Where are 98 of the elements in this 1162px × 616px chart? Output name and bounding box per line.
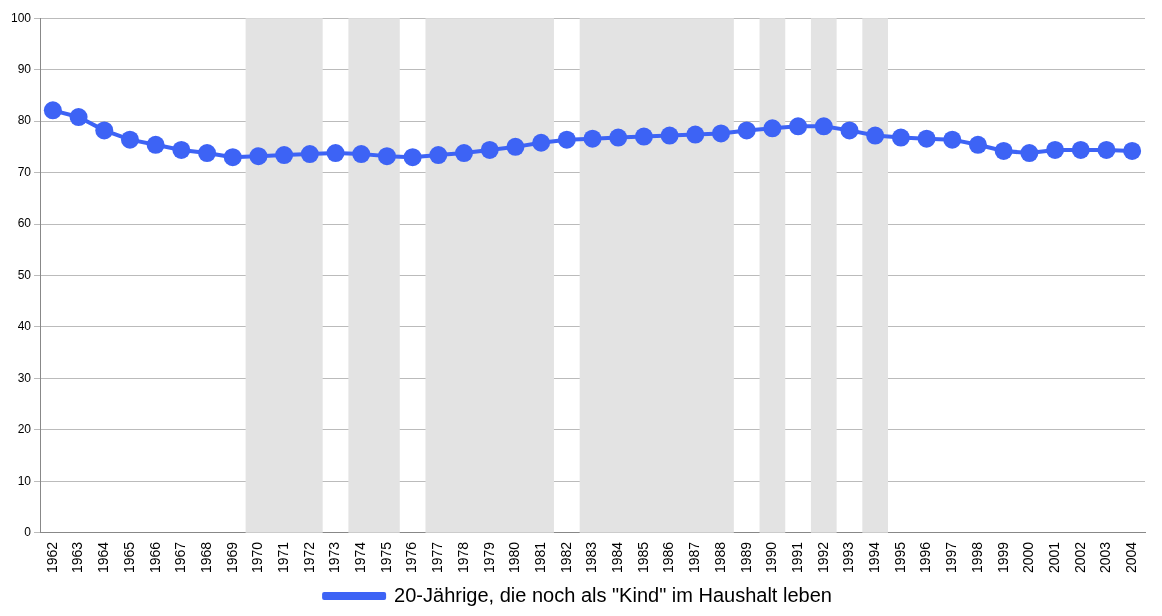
- point: [403, 148, 422, 167]
- point: [968, 135, 987, 154]
- point: [1097, 140, 1116, 159]
- y-tick-label: 40: [17, 319, 32, 334]
- point: [866, 126, 885, 145]
- x-tick-label: 1977: [429, 541, 446, 574]
- point: [1046, 140, 1065, 159]
- x-tick-label: 1993: [840, 541, 857, 574]
- x-tick-label: 1994: [866, 541, 883, 574]
- point: [532, 133, 551, 152]
- y-tick-label: 30: [17, 370, 32, 385]
- x-tick-label: 1973: [326, 541, 343, 574]
- point: [198, 144, 217, 163]
- x-tick-label: 1999: [994, 541, 1011, 574]
- x-tick-label: 1985: [634, 541, 651, 574]
- point: [429, 146, 448, 165]
- x-tick-label: 1983: [583, 541, 600, 574]
- x-tick-label: 1996: [917, 541, 934, 574]
- x-tick-label: 1967: [172, 541, 189, 574]
- x-tick-label: 2001: [1045, 541, 1062, 574]
- point: [506, 137, 525, 156]
- x-tick-label: 1981: [531, 541, 548, 574]
- point: [172, 140, 191, 159]
- point: [686, 125, 705, 144]
- point: [712, 124, 730, 143]
- y-tick-label: 10: [17, 473, 32, 488]
- x-tick-label: 1971: [275, 541, 291, 574]
- y-tick-label: 80: [17, 113, 32, 128]
- x-tick-label: 1997: [943, 541, 960, 574]
- x-tick-label: 2002: [1071, 541, 1088, 574]
- point: [994, 141, 1013, 160]
- point: [609, 128, 628, 147]
- x-tick-label: 1964: [95, 541, 112, 574]
- x-tick-label: 1979: [480, 541, 497, 574]
- x-tick-label: 1995: [891, 541, 908, 574]
- point: [326, 144, 345, 163]
- point: [377, 147, 396, 166]
- x-tick-label: 1962: [43, 541, 60, 574]
- point: [275, 146, 294, 165]
- point: [1071, 140, 1090, 159]
- y-tick-label: 70: [17, 164, 32, 179]
- point: [634, 127, 653, 146]
- y-tick-label: 60: [17, 216, 32, 231]
- x-tick-label: 1998: [968, 541, 985, 574]
- x-tick-label: 1990: [763, 541, 780, 574]
- point: [814, 117, 833, 136]
- point: [120, 130, 139, 149]
- x-tick-label: 1982: [557, 541, 574, 574]
- y-tick-label: 50: [17, 267, 32, 282]
- x-tick-label: 1986: [660, 541, 677, 574]
- x-tick-label: 1966: [146, 541, 163, 574]
- y-tick-label: 0: [24, 525, 32, 540]
- point: [480, 140, 499, 159]
- x-tick-label: 1968: [197, 541, 214, 574]
- x-tick-label: 2000: [1020, 541, 1037, 574]
- x-tick-label: 1980: [506, 541, 523, 574]
- x-tick-label: 1989: [737, 541, 754, 574]
- x-tick-label: 1988: [711, 541, 728, 574]
- point: [789, 117, 808, 136]
- x-tick-label: 1969: [223, 541, 240, 574]
- x-tick-label: 2004: [1123, 541, 1140, 574]
- point: [891, 128, 910, 147]
- x-tick-label: 1987: [686, 541, 703, 574]
- x-tick-label: 1972: [300, 541, 317, 574]
- point: [737, 121, 756, 140]
- x-tick-label: 1976: [403, 541, 420, 574]
- point: [557, 130, 576, 149]
- x-tick-label: 1984: [609, 541, 626, 574]
- point: [1123, 141, 1142, 160]
- point: [840, 121, 859, 140]
- x-tick-label: 1974: [352, 541, 369, 574]
- point: [660, 126, 679, 145]
- x-tick-label: 1978: [454, 541, 471, 574]
- point: [917, 129, 936, 148]
- point: [69, 108, 88, 127]
- x-tick-label: 1991: [788, 541, 805, 574]
- point: [249, 147, 268, 166]
- point: [146, 135, 165, 154]
- x-tick-label: 2003: [1097, 541, 1114, 574]
- point: [455, 144, 474, 163]
- point: [763, 119, 782, 138]
- x-tick-label: 1965: [120, 541, 137, 574]
- point: [583, 129, 602, 148]
- point: [95, 121, 114, 140]
- point: [223, 148, 242, 167]
- point: [352, 145, 371, 164]
- point: [43, 101, 62, 120]
- x-tick-label: 1975: [377, 541, 394, 574]
- legend-label: 20-Jährige, die noch als "Kind" im Haushalt leben: [394, 583, 832, 606]
- y-tick-label: 90: [17, 61, 32, 76]
- point: [943, 130, 962, 149]
- x-tick-label: 1970: [249, 541, 266, 574]
- x-tick-label: 1963: [69, 541, 86, 574]
- point: [300, 145, 319, 164]
- point: [1020, 144, 1039, 163]
- x-tick-label: 1992: [814, 541, 831, 574]
- y-tick-label: 20: [17, 422, 32, 437]
- y-tick-label: 100: [10, 10, 32, 25]
